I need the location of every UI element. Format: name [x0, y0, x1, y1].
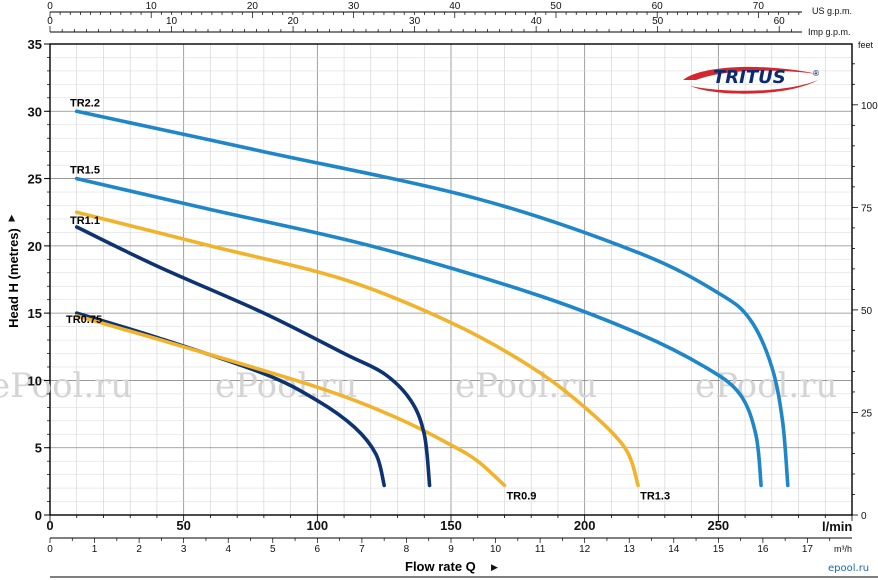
m3h-tick-label: 1	[92, 544, 98, 555]
series-line-tr1-1	[74, 225, 432, 488]
m3h-tick-label: 13	[624, 544, 636, 555]
y-axis-ticks: 0 5 10 15 20 25 30 35	[28, 37, 50, 523]
series-label: TR1.5	[70, 165, 100, 177]
y-tick-label: 5	[35, 441, 42, 456]
feet-tick-label: 0	[861, 511, 867, 522]
y-tick-label: 15	[28, 306, 42, 321]
us-gpm-tick-label: 0	[47, 1, 53, 12]
series-line-tr1-3	[74, 210, 640, 488]
imp-gpm-tick-label: 50	[652, 16, 664, 27]
y-tick-label: 35	[28, 37, 42, 52]
series-line-tr2-2	[74, 109, 790, 488]
corner-logo: epool.ru	[828, 563, 869, 574]
m3h-tick-label: 17	[802, 544, 814, 555]
series-group: TR0.75 TR0.9 TR1.1 TR1.3 TR1.5 TR2.2	[66, 97, 790, 502]
feet-axis-ticks: 0 25 50 75 100	[852, 63, 878, 522]
feet-tick-label: 100	[861, 101, 878, 112]
lmin-tick-label: 0	[46, 518, 53, 533]
m3h-tick-label: 4	[225, 544, 231, 555]
feet-unit-label: feet	[858, 40, 874, 50]
y-tick-label: 10	[28, 373, 42, 388]
lmin-tick-label: 250	[707, 518, 729, 533]
us-gpm-tick-label: 40	[449, 1, 461, 12]
feet-tick-label: 75	[861, 203, 873, 214]
m3h-tick-label: 10	[490, 544, 502, 555]
watermark-text: ePool.ru	[215, 366, 357, 406]
us-gpm-tick-label: 50	[550, 1, 562, 12]
m3h-tick-label: 3	[181, 544, 187, 555]
lmin-tick-label: 200	[574, 518, 596, 533]
m3h-tick-label: 12	[579, 544, 591, 555]
watermark-text: ePool.ru	[0, 366, 132, 406]
us-gpm-unit-label: US g.p.m.	[812, 6, 852, 16]
m3h-tick-label: 16	[757, 544, 769, 555]
m3h-unit-label: m³/h	[834, 544, 852, 554]
imp-gpm-unit-label: Imp g.p.m.	[808, 27, 851, 37]
lmin-unit-label: l/min	[822, 519, 852, 534]
m3h-tick-label: 5	[270, 544, 276, 555]
tritus-logo: TRITUS ®	[683, 66, 820, 94]
x-axis-arrow-icon: ▶	[491, 562, 498, 572]
series-label: TR0.9	[506, 490, 536, 502]
m3h-tick-label: 2	[136, 544, 142, 555]
m3h-tick-label: 9	[448, 544, 454, 555]
lmin-tick-label: 100	[306, 518, 328, 533]
y-axis-arrow-icon: ▶	[6, 214, 16, 221]
x-axis-title: Flow rate Q	[405, 559, 476, 574]
m3h-tick-label: 14	[668, 544, 680, 555]
grid	[49, 43, 853, 516]
imp-gpm-axis-ticks: 0 10 20 30 40 50 60	[47, 16, 792, 32]
lmin-tick-label: 150	[440, 518, 462, 533]
us-gpm-tick-label: 10	[146, 1, 158, 12]
series-line-tr1-5	[74, 176, 763, 488]
us-gpm-tick-label: 30	[348, 1, 360, 12]
imp-gpm-tick-label: 30	[409, 16, 421, 27]
logo-swoosh-lower-icon	[690, 80, 818, 94]
y-tick-label: 0	[35, 508, 42, 523]
watermark-text: ePool.ru	[695, 366, 837, 406]
lmin-axis-ticks: 0 50 100 150 200 250	[46, 515, 853, 533]
series-line-tr0-9	[74, 314, 507, 488]
lmin-tick-label: 50	[176, 518, 190, 533]
series-label: TR1.3	[640, 490, 670, 502]
m3h-tick-label: 11	[535, 544, 546, 555]
m3h-tick-label: 8	[404, 544, 410, 555]
series-label: TR2.2	[70, 97, 100, 109]
us-gpm-tick-label: 20	[247, 1, 259, 12]
imp-gpm-tick-label: 60	[774, 16, 786, 27]
imp-gpm-tick-label: 20	[288, 16, 300, 27]
logo-text: TRITUS	[713, 67, 786, 88]
m3h-axis-ticks: 0 1 2 3 4 5 6 7 8 9 10 11 12 13 14 15 16 17	[47, 538, 831, 555]
imp-gpm-tick-label: 0	[47, 16, 53, 27]
m3h-tick-label: 0	[47, 544, 53, 555]
imp-gpm-tick-label: 40	[531, 16, 543, 27]
y-axis-title: Head H (metres)	[6, 228, 21, 328]
m3h-tick-label: 15	[713, 544, 725, 555]
us-gpm-tick-label: 70	[753, 1, 765, 12]
m3h-tick-label: 7	[359, 544, 365, 555]
series-label: TR0.75	[66, 314, 102, 326]
feet-tick-label: 25	[861, 408, 873, 419]
us-gpm-tick-label: 60	[652, 1, 664, 12]
logo-registered-mark: ®	[812, 69, 820, 78]
us-gpm-axis-ticks: 0 10 20 30 40 50 60 70	[47, 1, 800, 18]
logo-swoosh-icon	[683, 66, 818, 80]
y-tick-label: 30	[28, 104, 42, 119]
y-tick-label: 25	[28, 172, 42, 187]
series-label: TR1.1	[70, 215, 100, 227]
feet-tick-label: 50	[861, 306, 873, 317]
m3h-tick-label: 6	[315, 544, 321, 555]
imp-gpm-tick-label: 10	[166, 16, 178, 27]
y-tick-label: 20	[28, 239, 42, 254]
